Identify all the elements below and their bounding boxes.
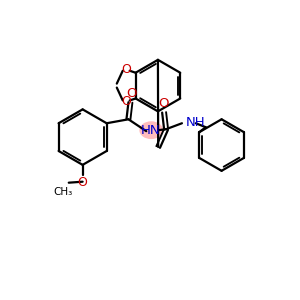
Text: HN: HN: [140, 124, 160, 137]
Text: O: O: [121, 63, 130, 76]
Text: O: O: [126, 88, 137, 100]
Text: O: O: [158, 98, 168, 110]
Ellipse shape: [139, 121, 163, 139]
Text: NH: NH: [186, 116, 206, 129]
Text: CH₃: CH₃: [53, 187, 72, 197]
Text: O: O: [121, 95, 130, 108]
Text: O: O: [78, 176, 88, 189]
